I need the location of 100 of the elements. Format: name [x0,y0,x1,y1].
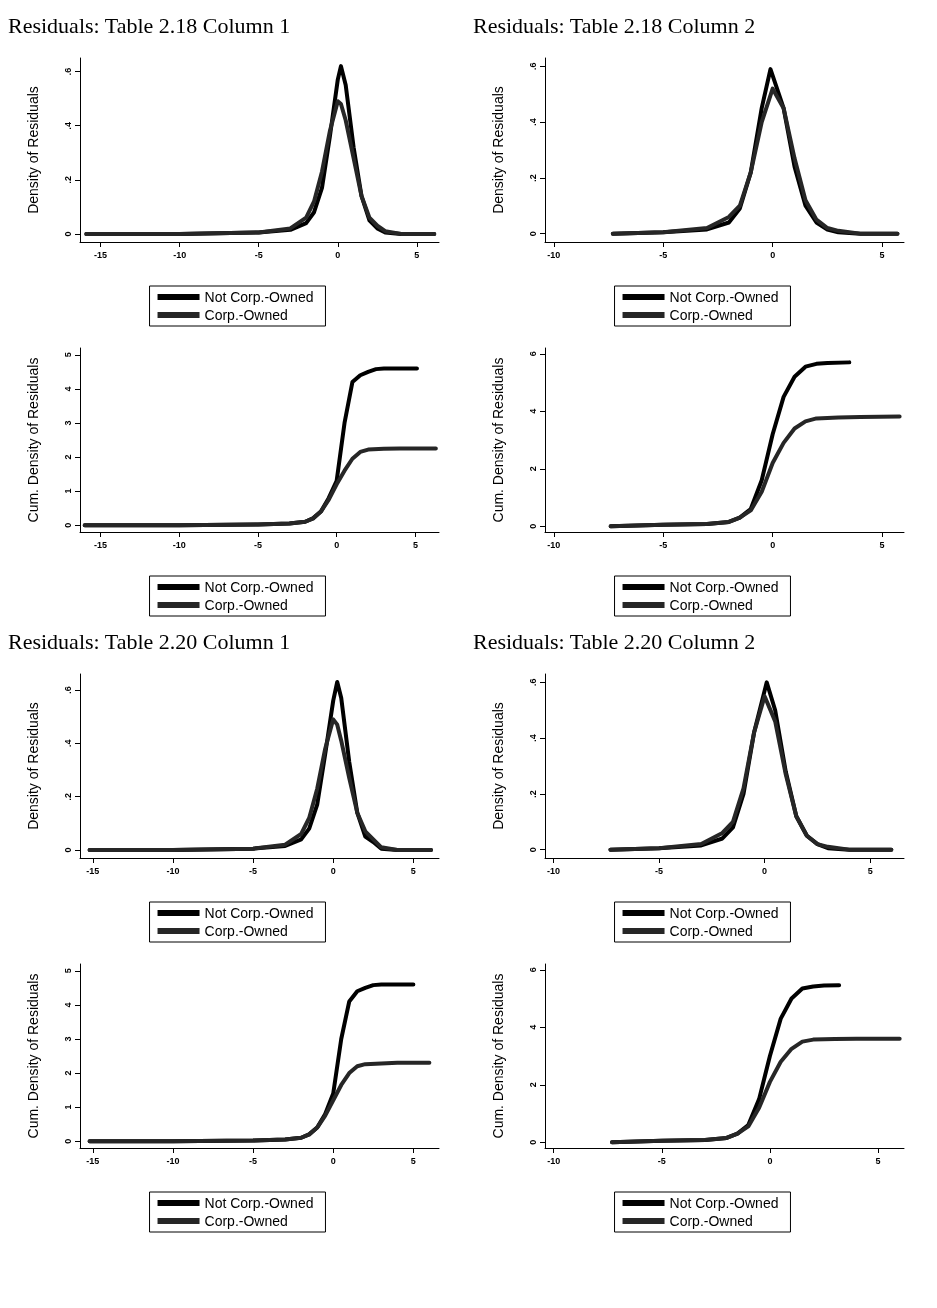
x-tick-label: -15 [94,249,108,260]
legend-label: Corp.-Owned [669,597,753,613]
legend-label: Not Corp.-Owned [204,579,314,595]
legend-label: Not Corp.-Owned [669,905,779,921]
y-axis-title: Density of Residuals [490,86,506,214]
x-tick-label: 0 [335,249,341,260]
y-axis-title: Density of Residuals [25,86,41,214]
legend-label: Not Corp.-Owned [204,1195,314,1211]
x-tick-label: -5 [657,1155,666,1166]
y-tick-label: 0 [62,522,73,528]
x-tick-label: 5 [410,865,416,876]
legend-label: Corp.-Owned [669,307,753,323]
x-tick-label: -10 [172,539,186,550]
x-tick-label: 0 [770,249,776,260]
y-tick-label: 0 [527,847,538,853]
y-tick-label: 2 [62,1070,73,1076]
legend-label: Not Corp.-Owned [669,289,779,305]
x-tick-label: -5 [253,539,262,550]
y-tick-label: .6 [527,62,538,71]
chart-title: Residuals: Table 2.20 Column 1 [8,628,292,656]
x-tick-label: 5 [875,1155,881,1166]
y-tick-label: 1 [62,1104,73,1110]
x-tick-label: -10 [547,539,561,550]
y-tick-label: .4 [527,734,538,742]
y-tick-label: .2 [62,792,73,801]
y-tick-label: .6 [62,67,73,76]
y-tick-label: 2 [527,466,538,472]
y-tick-label: 0 [62,1138,73,1144]
x-tick-label: -15 [86,865,100,876]
y-tick-label: .4 [527,118,538,126]
legend-label: Not Corp.-Owned [204,905,314,921]
y-tick-label: .6 [62,686,73,694]
y-tick-label: 3 [62,1036,73,1042]
y-tick-label: 6 [527,351,538,357]
y-tick-label: .4 [62,739,73,748]
y-axis-title: Density of Residuals [490,702,506,830]
y-tick-label: .6 [527,678,538,687]
line-series [610,1036,902,1145]
x-tick-label: -15 [93,539,107,550]
x-tick-label: -5 [655,865,664,876]
legend-label: Corp.-Owned [204,1213,288,1229]
chart-title: Residuals: Table 2.20 Column 2 [473,628,757,656]
legend-label: Corp.-Owned [204,923,288,939]
y-tick-label: 0 [527,523,538,529]
y-tick-label: 0 [62,847,73,853]
x-tick-label: -5 [659,539,668,550]
line-series [82,446,438,528]
line-series [87,1060,432,1144]
y-tick-label: 5 [62,352,73,358]
x-tick-label: 0 [767,1155,773,1166]
y-tick-label: 0 [62,231,73,237]
x-tick-label: 0 [330,1155,336,1166]
legend-label: Not Corp.-Owned [669,579,779,595]
x-tick-label: -10 [546,865,560,876]
legend-label: Corp.-Owned [204,597,288,613]
y-tick-label: 3 [62,420,73,426]
y-tick-label: 4 [527,408,538,414]
y-axis-title: Cum. Density of Residuals [25,357,41,523]
y-tick-label: 0 [527,1139,538,1145]
y-tick-label: .2 [62,176,73,184]
y-tick-label: 2 [527,1082,538,1088]
x-tick-label: -10 [547,249,561,260]
y-tick-label: 2 [62,454,73,460]
chart-title: Residuals: Table 2.18 Column 2 [473,12,757,40]
line-series [608,414,902,529]
x-tick-label: -10 [173,249,187,260]
y-axis-title: Density of Residuals [25,702,41,830]
y-tick-label: .4 [62,121,73,130]
x-tick-label: -10 [166,865,180,876]
x-tick-label: 5 [414,249,420,260]
y-axis-title: Cum. Density of Residuals [490,973,506,1139]
x-tick-label: 0 [334,539,340,550]
x-tick-label: -5 [249,1155,258,1166]
chart-title: Residuals: Table 2.18 Column 1 [8,12,292,40]
x-tick-label: -5 [249,865,258,876]
x-tick-label: -10 [547,1155,561,1166]
x-tick-label: -15 [86,1155,100,1166]
y-tick-label: 6 [527,967,538,973]
x-tick-label: 5 [412,539,418,550]
y-tick-label: 1 [62,488,73,494]
x-tick-label: -5 [659,249,668,260]
y-tick-label: 0 [527,231,538,237]
x-tick-label: 5 [410,1155,416,1166]
legend-label: Corp.-Owned [204,307,288,323]
x-tick-label: 0 [330,865,336,876]
x-tick-label: 5 [879,539,885,550]
x-tick-label: 0 [770,539,776,550]
y-tick-label: 4 [62,1002,73,1008]
legend-label: Not Corp.-Owned [204,289,314,305]
x-tick-label: 5 [867,865,873,876]
y-axis-title: Cum. Density of Residuals [490,357,506,523]
legend-label: Not Corp.-Owned [669,1195,779,1211]
legend-label: Corp.-Owned [669,1213,753,1229]
y-tick-label: 5 [62,968,73,974]
x-tick-label: -10 [166,1155,180,1166]
y-tick-label: 4 [527,1024,538,1030]
x-tick-label: 5 [879,249,885,260]
x-tick-label: 0 [762,865,768,876]
y-tick-label: 4 [62,386,73,392]
y-tick-label: .2 [527,790,538,798]
